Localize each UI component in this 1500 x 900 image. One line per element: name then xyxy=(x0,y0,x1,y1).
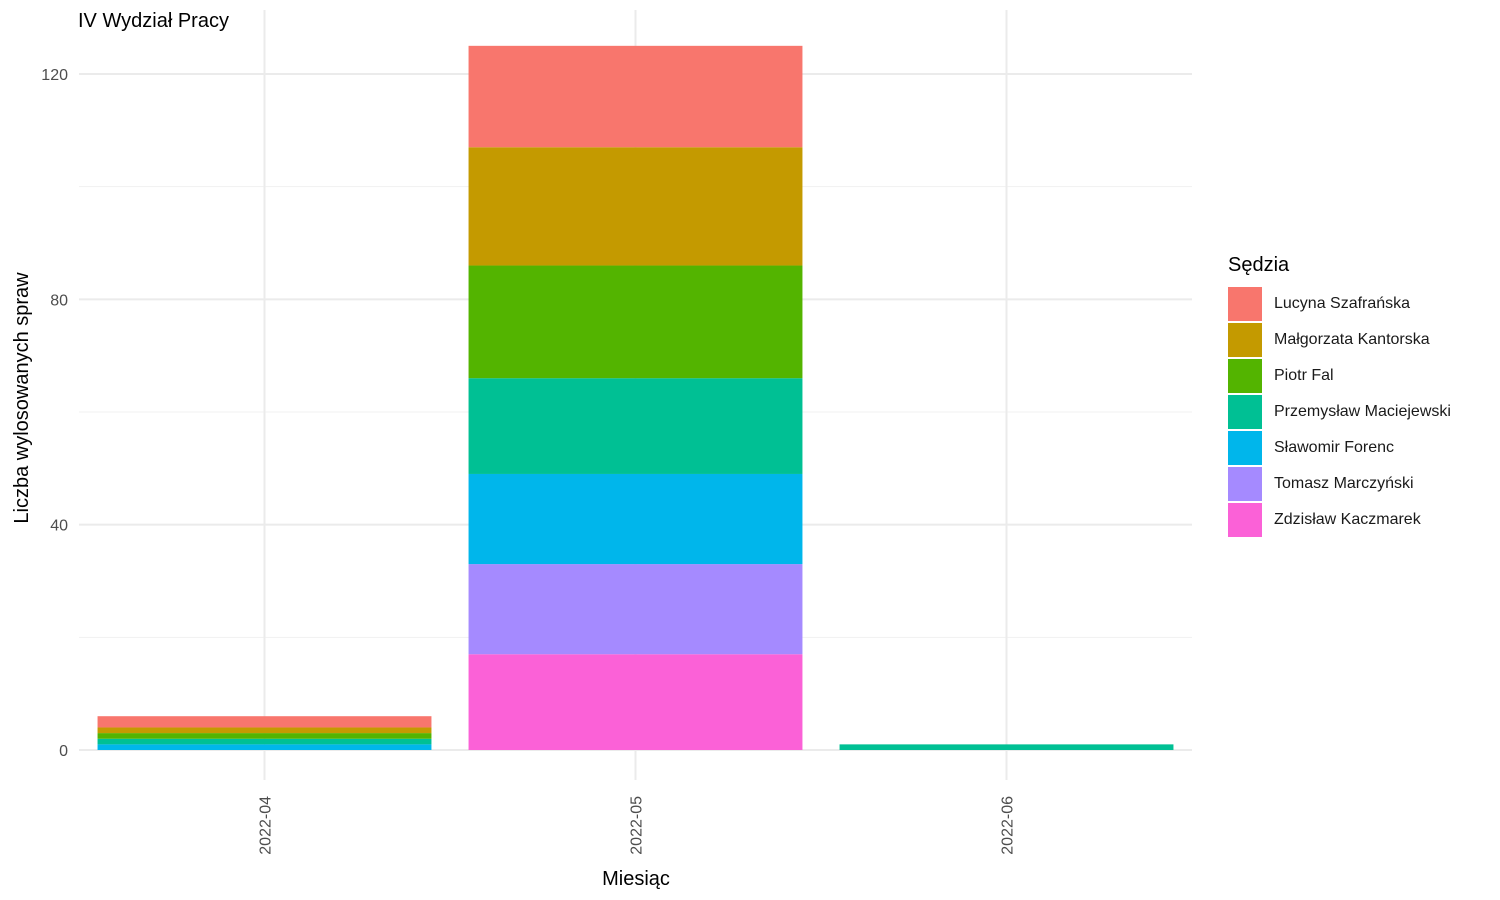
bar-segment xyxy=(97,727,432,734)
legend-label: Lucyna Szafrańska xyxy=(1274,295,1411,312)
legend-label: Sławomir Forenc xyxy=(1274,439,1395,456)
axis-layer: 0 40 80 120 2022-04 2022-05 2022-06 xyxy=(41,67,1016,855)
y-tick-label: 40 xyxy=(50,518,68,535)
bars-layer xyxy=(97,45,1174,750)
legend-swatch xyxy=(1228,431,1262,465)
legend-item: Sławomir Forenc xyxy=(1228,430,1451,466)
x-axis-label: Miesiąc xyxy=(602,868,670,890)
bar-segment xyxy=(468,378,803,474)
bar-segment xyxy=(97,716,432,728)
legend-items: Lucyna Szafrańska Małgorzata Kantorska Pio… xyxy=(1228,286,1451,538)
legend-item: Piotr Fal xyxy=(1228,358,1451,394)
y-tick-label: 80 xyxy=(50,292,68,309)
chart-title: IV Wydział Pracy xyxy=(78,10,229,32)
legend-title: Sędzia xyxy=(1228,254,1290,276)
bar-segment xyxy=(468,473,803,565)
x-tick-label: 2022-05 xyxy=(629,796,646,855)
legend-label: Zdzisław Kaczmarek xyxy=(1274,511,1421,528)
legend-swatch xyxy=(1228,287,1262,321)
y-axis-label: Liczba wylosowanych spraw xyxy=(11,272,33,524)
legend-swatch xyxy=(1228,395,1262,429)
x-tick-label: 2022-06 xyxy=(1000,796,1017,855)
bar-segment xyxy=(97,744,432,750)
bar-segment xyxy=(468,265,803,379)
legend-item: Przemysław Maciejewski xyxy=(1228,394,1451,430)
legend: Sędzia Lucyna Szafrańska Małgorzata Kanto… xyxy=(1228,254,1451,538)
bar-segment xyxy=(468,147,803,266)
legend-swatch xyxy=(1228,323,1262,357)
bar-segment xyxy=(839,744,1174,750)
legend-label: Przemysław Maciejewski xyxy=(1274,403,1451,420)
bar-segment xyxy=(97,738,432,745)
legend-item: Lucyna Szafrańska xyxy=(1228,286,1451,322)
legend-label: Tomasz Marczyński xyxy=(1274,475,1414,492)
bar-segment xyxy=(97,733,432,739)
legend-item: Małgorzata Kantorska xyxy=(1228,322,1451,358)
bar-segment xyxy=(468,45,803,148)
legend-swatch xyxy=(1228,359,1262,393)
legend-label: Małgorzata Kantorska xyxy=(1274,331,1430,348)
y-tick-label: 120 xyxy=(41,67,68,84)
bar-segment xyxy=(468,654,803,750)
legend-item: Tomasz Marczyński xyxy=(1228,466,1451,502)
legend-swatch xyxy=(1228,503,1262,537)
legend-label: Piotr Fal xyxy=(1274,367,1334,384)
y-tick-label: 0 xyxy=(59,743,68,760)
x-tick-label: 2022-04 xyxy=(258,796,275,855)
legend-swatch xyxy=(1228,467,1262,501)
legend-item: Zdzisław Kaczmarek xyxy=(1228,502,1451,538)
bar-segment xyxy=(468,564,803,655)
